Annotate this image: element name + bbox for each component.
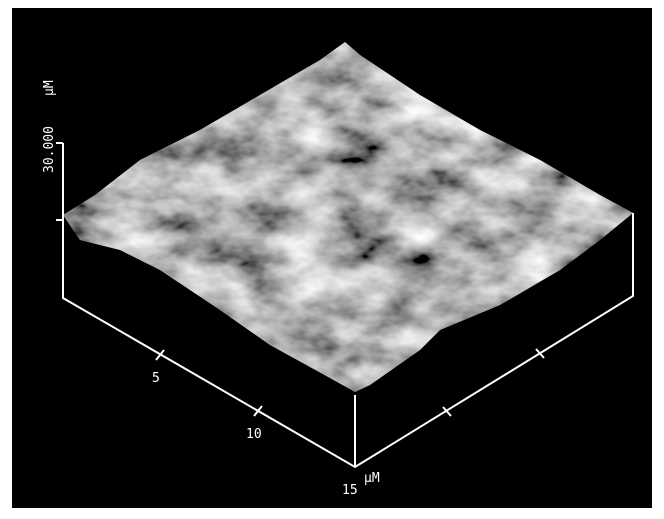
tick-label: 15 — [342, 483, 358, 498]
axes — [56, 142, 634, 469]
z-max-label: 30.000 — [42, 126, 57, 173]
xy-unit: µM — [364, 471, 380, 486]
z-unit: µM — [42, 80, 57, 96]
tick-label: 5 — [152, 371, 160, 386]
tick-label: 10 — [246, 427, 262, 442]
